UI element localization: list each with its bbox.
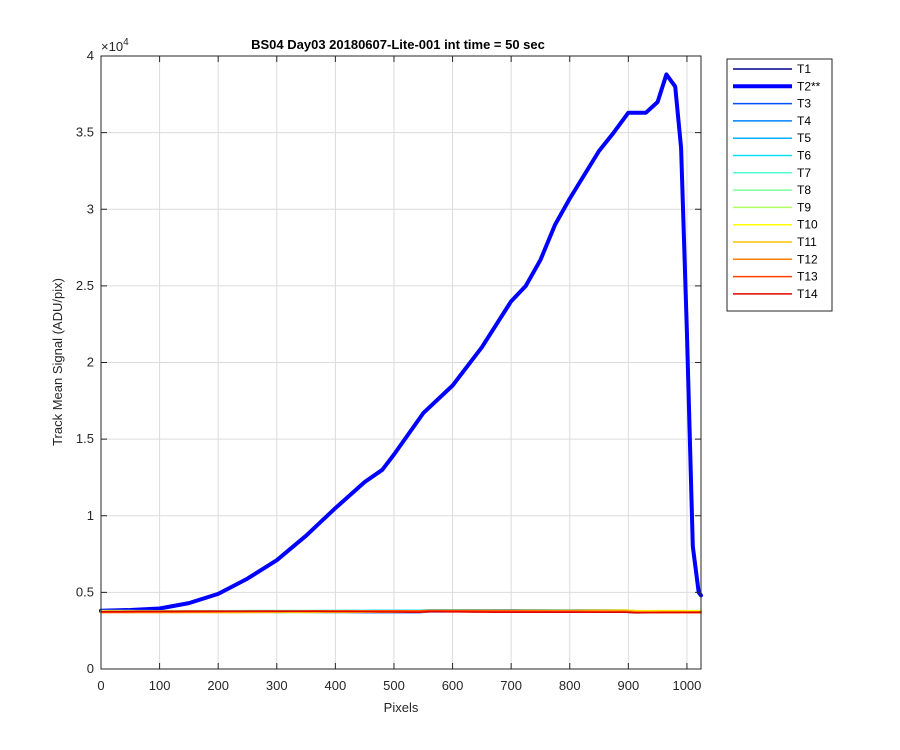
y-tick-label: 4 [87, 48, 94, 63]
x-tick-label: 1000 [672, 678, 701, 693]
legend-label: T2** [797, 79, 821, 93]
legend-label: T10 [797, 218, 818, 232]
x-axis-label: Pixels [384, 700, 419, 715]
legend-label: T7 [797, 166, 811, 180]
series-line-t2 [99, 72, 703, 613]
x-tick-label: 800 [559, 678, 581, 693]
y-exponent-power: 4 [123, 37, 129, 48]
x-tick-label: 400 [325, 678, 347, 693]
legend-label: T13 [797, 270, 818, 284]
x-tick-label: 500 [383, 678, 405, 693]
y-tick-label: 3.5 [76, 125, 94, 140]
legend-label: T11 [797, 235, 817, 249]
y-axis-label: Track Mean Signal (ADU/pix) [50, 278, 65, 446]
legend-label: T1 [797, 62, 811, 76]
y-tick-label: 2.5 [76, 278, 94, 293]
y-exponent-base: ×10 [101, 39, 123, 54]
legend-label: T14 [797, 287, 818, 301]
y-tick-label: 1 [87, 508, 94, 523]
x-tick-label: 200 [207, 678, 229, 693]
y-tick-label: 0 [87, 661, 94, 676]
x-tick-label: 100 [149, 678, 171, 693]
x-tick-label: 900 [617, 678, 639, 693]
plot-area: 0 100 200 300 400 500 600 700 800 900 1000 0 0.5 1 1.5… [76, 48, 703, 693]
x-tick-label: 300 [266, 678, 288, 693]
legend-label: T9 [797, 200, 811, 214]
y-exponent-label: ×104 [101, 37, 129, 54]
legend-label: T12 [797, 252, 818, 266]
x-tick-label: 0 [97, 678, 104, 693]
legend-label: T4 [797, 114, 811, 128]
y-tick-label: 1.5 [76, 431, 94, 446]
series-line-t14 [100, 610, 702, 614]
legend-label: T6 [797, 149, 811, 163]
legend-box [726, 58, 833, 312]
y-tick-label: 2 [87, 355, 94, 370]
legend-label: T3 [797, 97, 811, 111]
series-layer [99, 72, 703, 614]
y-tick-label: 0.5 [76, 584, 94, 599]
legend-label: T8 [797, 183, 811, 197]
chart-title: BS04 Day03 20180607-Lite-001 int time = … [251, 37, 545, 52]
legend-items: T1 T2** T3 T4 T5 T6 T7 T8 T9 T10 T11 T12 T13 T14 [733, 62, 821, 301]
ticks: 0 100 200 300 400 500 600 700 800 900 1000 0 0.5 1 1.5… [76, 48, 701, 693]
legend-label: T5 [797, 131, 811, 145]
x-tick-label: 600 [442, 678, 464, 693]
legend: T1 T2** T3 T4 T5 T6 T7 T8 T9 T10 T11 T12 T13 T14 [726, 58, 833, 312]
y-tick-label: 3 [87, 201, 94, 216]
x-tick-label: 700 [500, 678, 522, 693]
